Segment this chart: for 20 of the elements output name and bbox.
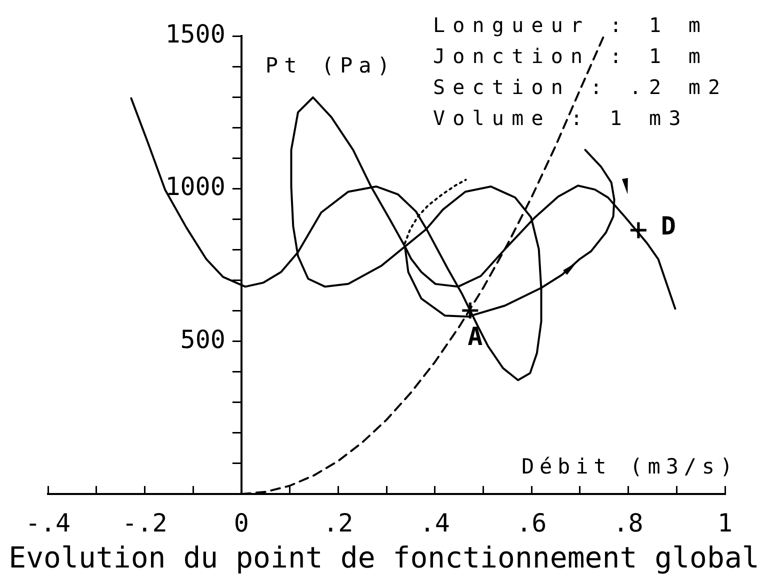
x-tick-label: -.2 — [122, 508, 168, 538]
annotation: Volume : 1 m3 — [433, 106, 688, 130]
x-tick-label: -.4 — [25, 508, 71, 538]
annotation: D — [660, 212, 676, 241]
x-tick-label: .8 — [613, 508, 644, 538]
annotation: A — [468, 322, 483, 351]
text: Evolution du point de fonctionnement global — [8, 540, 760, 575]
y-tick-label: 1500 — [165, 20, 226, 48]
x-axis-title: Débit (m3/s) — [521, 454, 738, 478]
y-tick-label: 500 — [180, 324, 226, 354]
annotation: Jonction : 1 m — [433, 44, 708, 68]
x-tick-label: .6 — [516, 508, 547, 538]
annotation: Section : .2 m2 — [433, 75, 728, 100]
y-axis-title: Pt (Pa) — [265, 53, 396, 78]
annotation: Longueur : 1 m — [433, 13, 708, 38]
x-tick-label: .2 — [323, 508, 354, 538]
y-tick-label: 1000 — [165, 172, 226, 202]
x-tick-label: 1 — [717, 508, 733, 538]
x-tick-label: .4 — [420, 508, 450, 538]
x-tick-label: 0 — [234, 508, 249, 538]
